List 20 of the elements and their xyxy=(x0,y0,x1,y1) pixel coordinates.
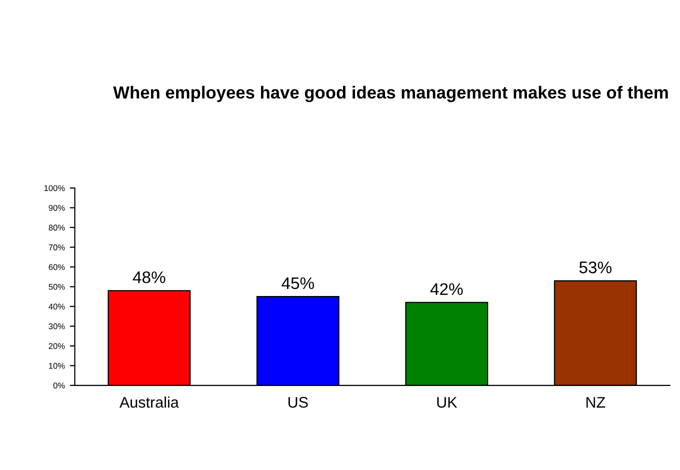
data-label: 42% xyxy=(430,283,463,295)
y-tick-label: 0% xyxy=(53,382,65,388)
data-label: 45% xyxy=(282,277,314,290)
y-tick-label: 10% xyxy=(49,362,65,369)
x-tick-label: Australia xyxy=(119,396,179,408)
y-tick-label: 50% xyxy=(48,284,65,290)
y-tick-label: 20% xyxy=(48,343,65,350)
y-tick-label: 80% xyxy=(48,224,65,231)
y-tick-label: 40% xyxy=(48,304,65,310)
x-tick-label: UK xyxy=(437,397,458,408)
data-label: 53% xyxy=(579,262,612,274)
chart-title: When employees have good ideas management makes use of them xyxy=(113,86,668,102)
y-tick-label: 100% xyxy=(44,185,65,192)
data-label: 48% xyxy=(132,271,166,284)
x-tick-label: US xyxy=(288,396,308,408)
x-tick-label: NZ xyxy=(586,397,606,408)
y-tick-label: 70% xyxy=(48,244,65,250)
y-tick-label: 60% xyxy=(48,264,65,270)
y-tick-label: 90% xyxy=(48,204,65,211)
y-tick-label: 30% xyxy=(48,323,65,330)
